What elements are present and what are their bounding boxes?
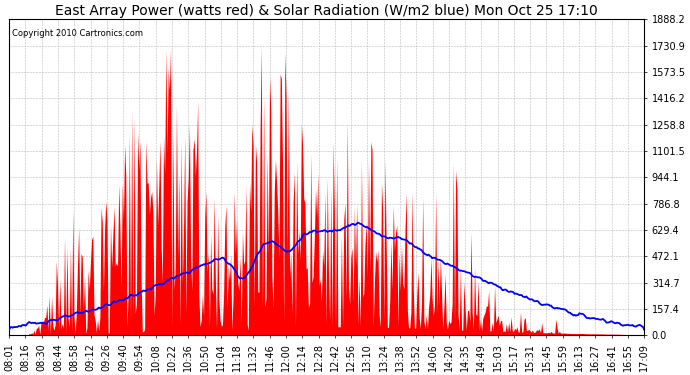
Title: East Array Power (watts red) & Solar Radiation (W/m2 blue) Mon Oct 25 17:10: East Array Power (watts red) & Solar Rad… — [55, 4, 598, 18]
Text: Copyright 2010 Cartronics.com: Copyright 2010 Cartronics.com — [12, 29, 144, 38]
